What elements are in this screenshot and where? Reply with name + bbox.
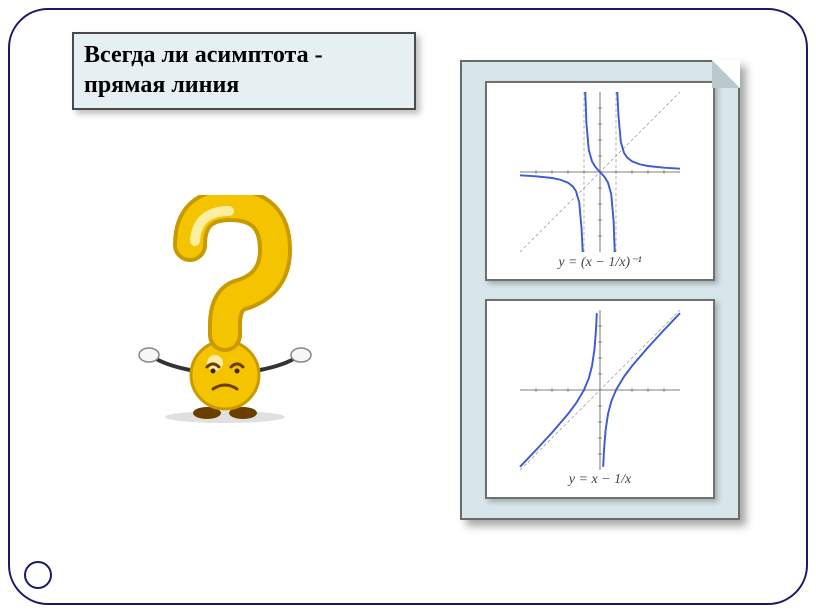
graph-card-top: y = (x − 1/x)⁻¹ [485, 81, 715, 281]
graph-top-caption: y = (x − 1/x)⁻¹ [558, 254, 641, 271]
graph-bottom-caption: y = x − 1/x [569, 472, 631, 488]
graph-top-svg [500, 92, 700, 252]
graph-bottom-svg [500, 310, 700, 470]
title-box: Всегда ли асимптота - прямая линия [72, 32, 416, 110]
panel-fold-corner [712, 60, 740, 88]
title-text: Всегда ли асимптота - прямая линия [84, 42, 323, 98]
question-mark-figure [135, 195, 315, 425]
graphs-panel: y = (x − 1/x)⁻¹ [460, 60, 740, 520]
corner-decoration [24, 561, 52, 589]
question-mark-icon [135, 195, 315, 425]
graph-card-bottom: y = x − 1/x [485, 299, 715, 499]
